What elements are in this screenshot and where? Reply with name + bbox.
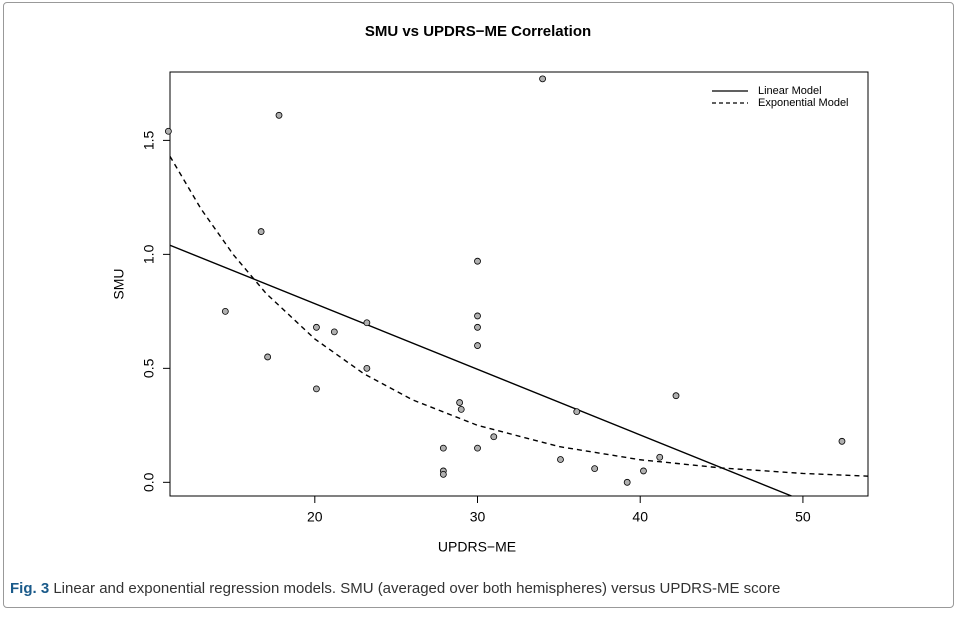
y-tick-label: 1.5 <box>141 130 157 150</box>
scatter-point <box>330 328 338 336</box>
scatter-point <box>457 405 465 413</box>
x-tick-label: 50 <box>795 509 811 525</box>
scatter-point <box>640 467 647 475</box>
scatter-point <box>474 257 481 265</box>
scatter-point <box>257 228 265 235</box>
plot-area <box>170 155 868 496</box>
scatter-point <box>672 392 680 400</box>
scatter-point <box>474 342 481 349</box>
y-tick-label: 1.0 <box>141 244 157 264</box>
scatter-point <box>573 408 581 416</box>
chart: SMU vs UPDRS−ME Correlation UPDRS−ME SMU… <box>111 23 869 555</box>
scatter-point <box>474 323 481 331</box>
plot-frame <box>169 71 869 497</box>
legend-label: Linear Model <box>758 85 822 97</box>
legend-label: Exponential Model <box>758 97 849 109</box>
y-tick-label: 0.0 <box>141 472 157 492</box>
caption-label: Fig. 3 <box>10 580 50 597</box>
x-tick-label: 20 <box>307 509 323 525</box>
scatter-point <box>557 456 564 463</box>
y-tick-label: 0.5 <box>141 358 157 378</box>
caption-text: Linear and exponential regression models… <box>53 580 781 597</box>
scatter-point <box>439 470 447 478</box>
scatter-point <box>474 312 481 320</box>
scatter-point <box>439 444 447 452</box>
scatter-point <box>164 127 172 135</box>
scatter-point <box>623 478 631 486</box>
scatter-point <box>221 307 229 315</box>
x-axis-label: UPDRS−ME <box>438 539 516 555</box>
figure-frame <box>3 2 954 608</box>
scatter-point <box>490 433 498 441</box>
caption: Fig. 3 Linear and exponential regression… <box>10 579 890 598</box>
x-tick-label: 30 <box>470 509 486 525</box>
x-tick-label: 40 <box>632 509 648 525</box>
scatter-point <box>264 353 272 361</box>
fit-line <box>170 155 868 477</box>
fit-line <box>170 244 792 496</box>
scatter-point <box>591 465 599 473</box>
scatter-point <box>313 323 320 331</box>
scatter-point <box>456 399 464 406</box>
scatter-point <box>275 111 283 119</box>
scatter-point <box>656 453 664 461</box>
scatter-point <box>363 364 371 372</box>
scatter-point <box>838 437 846 445</box>
scatter-point <box>474 444 481 452</box>
scatter-point <box>363 319 371 327</box>
scatter-point <box>313 385 320 393</box>
chart-title: SMU vs UPDRS−ME Correlation <box>365 23 591 40</box>
scatter-point <box>539 75 546 83</box>
y-axis-label: SMU <box>111 268 127 299</box>
